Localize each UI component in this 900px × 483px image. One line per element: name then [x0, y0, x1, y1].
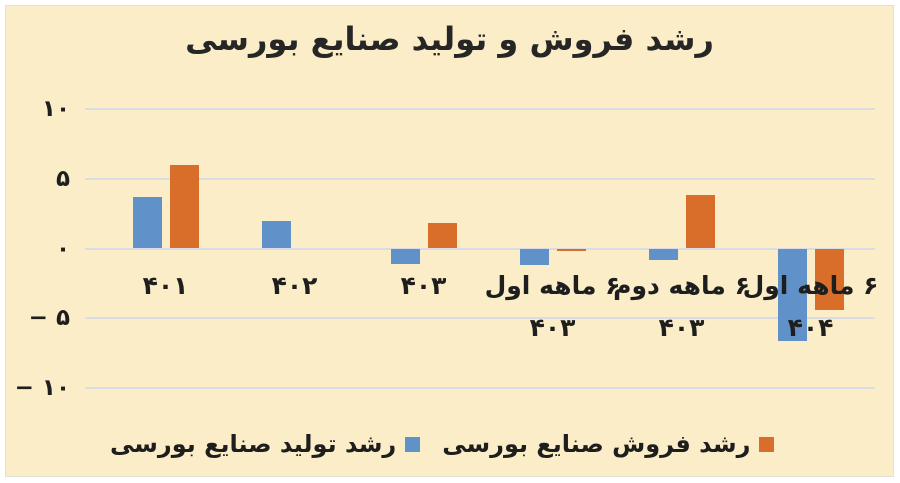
bar-sales-4: [685, 195, 715, 249]
legend-item-production: رشد تولید صنایع بورسی: [110, 430, 421, 458]
bar-production-0: [132, 196, 162, 249]
bar-sales-2: [427, 223, 457, 249]
chart-background: رشد فروش و تولید صنایع بورسی ۴۰۱ ۴۰۲ ۴۰۳ ۶ …: [5, 5, 894, 477]
legend-swatch-production-icon: [405, 436, 421, 452]
y-axis-label-10: ۱۰: [41, 96, 70, 122]
bar-production-4: [648, 248, 678, 260]
x-axis-label-1: ۴۰۲: [210, 265, 380, 307]
legend-label-sales: رشد فروش صنایع بورسی: [442, 430, 751, 458]
x-axis-label-line: ۶ ماهه اول: [484, 271, 621, 300]
legend-item-sales: رشد فروش صنایع بورسی: [442, 430, 775, 458]
x-axis-label-line: ۶ ماهه دوم: [613, 271, 750, 300]
legend-label-production: رشد تولید صنایع بورسی: [110, 430, 397, 458]
x-axis-label-3: ۶ ماهه اول ۴۰۳: [468, 265, 638, 349]
legend-swatch-sales-icon: [759, 436, 775, 452]
bar-production-3: [519, 248, 549, 266]
x-axis-label-line: ۴۰۴: [787, 313, 834, 342]
bar-production-5: [777, 248, 807, 341]
y-axis-label--5: − ۵: [28, 305, 70, 332]
bar-production-2: [390, 248, 420, 264]
bar-production-1: [261, 220, 291, 249]
y-axis-label--10: − ۱۰: [14, 375, 70, 401]
gridline--10: [85, 387, 875, 389]
plot-area: ۴۰۱ ۴۰۲ ۴۰۳ ۶ ماهه اول ۴۰۳ ۶ ماهه دوم ۴۰۳ ۶ ماه…: [85, 100, 878, 400]
legend: رشد تولید صنایع بورسی رشد فروش صنایع بور…: [110, 430, 775, 458]
bar-sales-5: [814, 248, 844, 310]
bar-sales-3: [556, 248, 586, 252]
y-axis-label-5: ۵: [55, 165, 70, 192]
gridline-0: [85, 247, 875, 250]
y-axis-label-0: ۰: [55, 235, 70, 262]
x-axis-label-line: ۴۰۳: [400, 271, 447, 300]
bar-sales-0: [169, 164, 199, 249]
gridline-5: [85, 177, 875, 180]
gridline--5: [85, 317, 875, 320]
x-axis-label-5: ۶ ماهه اول ۴۰۴: [726, 265, 894, 349]
x-axis-label-2: ۴۰۳: [339, 265, 509, 307]
x-axis-label-line: ۴۰۲: [271, 271, 318, 300]
chart-title: رشد فروش و تولید صنایع بورسی: [185, 20, 714, 58]
x-axis-label-line: ۴۰۳: [529, 313, 576, 342]
x-axis-label-0: ۴۰۱: [81, 265, 251, 307]
gridline-10: [85, 108, 875, 110]
x-axis-label-line: ۴۰۱: [142, 271, 189, 300]
x-axis-label-4: ۶ ماهه دوم ۴۰۳: [597, 265, 767, 349]
x-axis-label-line: ۴۰۳: [658, 313, 705, 342]
x-axis-label-line: ۶ ماهه اول: [742, 271, 879, 300]
